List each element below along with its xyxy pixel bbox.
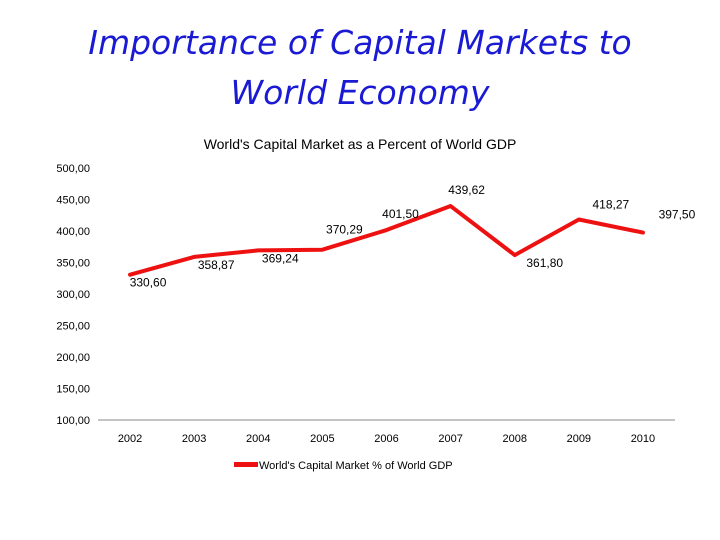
x-tick-label: 2010 bbox=[631, 433, 655, 445]
y-tick-label: 250,00 bbox=[56, 321, 90, 333]
x-tick-label: 2004 bbox=[246, 433, 270, 445]
data-label: 358,87 bbox=[198, 258, 235, 272]
y-tick-label: 400,00 bbox=[56, 226, 90, 238]
data-label: 397,50 bbox=[659, 208, 696, 222]
data-labels-group: 330,60 358,87 369,24 370,29 401,50 439,62 361,… bbox=[130, 183, 696, 290]
y-tick-label: 200,00 bbox=[56, 352, 90, 364]
slide-title-line-1: Importance of Capital Markets to bbox=[88, 23, 632, 62]
y-tick-label: 450,00 bbox=[56, 195, 90, 207]
data-label: 370,29 bbox=[326, 223, 363, 237]
slide-title-line-2: World Economy bbox=[230, 73, 490, 112]
data-label: 330,60 bbox=[130, 276, 167, 290]
x-tick-label: 2002 bbox=[118, 433, 142, 445]
x-axis-tick-labels: 2002 2003 2004 2005 2006 2007 2008 2009 2010 bbox=[118, 433, 655, 445]
data-label: 401,50 bbox=[382, 207, 419, 221]
chart-title: World's Capital Market as a Percent of W… bbox=[204, 136, 517, 152]
y-tick-label: 300,00 bbox=[56, 289, 90, 301]
x-tick-label: 2006 bbox=[374, 433, 398, 445]
series-group bbox=[128, 204, 645, 277]
data-label: 418,27 bbox=[592, 197, 629, 211]
x-tick-label: 2007 bbox=[438, 433, 462, 445]
y-tick-label: 100,00 bbox=[56, 415, 90, 427]
x-tick-label: 2008 bbox=[502, 433, 526, 445]
legend: World's Capital Market % of World GDP bbox=[234, 460, 453, 472]
data-label: 439,62 bbox=[448, 183, 485, 197]
x-tick-label: 2003 bbox=[182, 433, 206, 445]
legend-label: World's Capital Market % of World GDP bbox=[259, 460, 453, 472]
x-tick-label: 2009 bbox=[567, 433, 591, 445]
data-label: 361,80 bbox=[526, 256, 563, 270]
slide-title: Importance of Capital Markets to World E… bbox=[0, 18, 720, 118]
data-label: 369,24 bbox=[262, 251, 299, 265]
y-tick-label: 500,00 bbox=[56, 163, 90, 175]
series-line bbox=[128, 204, 645, 277]
y-axis-tick-labels: 100,00 150,00 200,00 250,00 300,00 350,00 400,… bbox=[56, 163, 90, 427]
x-tick-label: 2005 bbox=[310, 433, 334, 445]
y-tick-label: 150,00 bbox=[56, 384, 90, 396]
y-tick-label: 350,00 bbox=[56, 258, 90, 270]
legend-swatch bbox=[234, 462, 258, 467]
